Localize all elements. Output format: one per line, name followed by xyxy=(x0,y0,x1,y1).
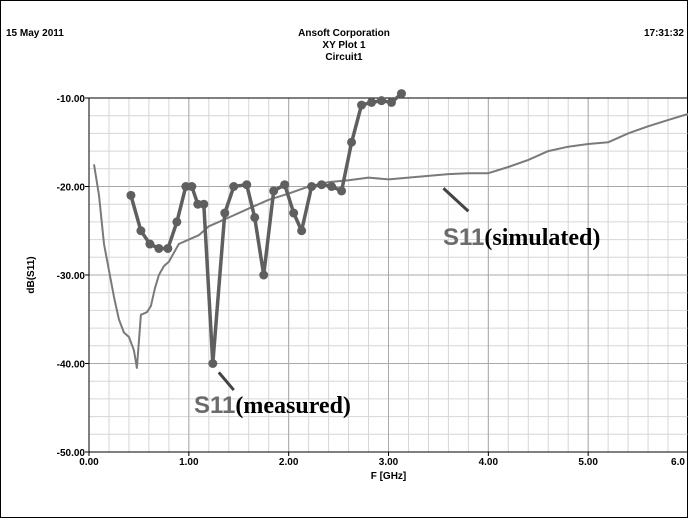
data-point-measured xyxy=(347,137,357,147)
y-tick-label: -10.00 xyxy=(57,94,86,105)
data-point-measured xyxy=(220,208,230,218)
x-tick-label: 4.00 xyxy=(479,457,499,468)
data-point-measured xyxy=(327,182,337,191)
data-point-measured xyxy=(396,89,406,99)
header-design: Circuit1 xyxy=(325,52,363,63)
data-point-measured xyxy=(229,182,239,191)
data-point-measured xyxy=(187,182,197,191)
y-tick-label: -30.00 xyxy=(57,271,86,282)
y-tick-label: -20.00 xyxy=(57,183,86,194)
header-time: 17:31:32 xyxy=(643,28,684,39)
x-tick-label: 3.00 xyxy=(379,457,399,468)
x-axis-label: F [GHz] xyxy=(371,471,407,482)
series-layer xyxy=(93,89,688,369)
data-point-measured xyxy=(199,199,209,209)
annotation-layer: S11(simulated)S11(measured) xyxy=(194,187,600,419)
data-point-measured xyxy=(145,239,155,249)
data-point-measured xyxy=(172,217,182,227)
annotation-symbol: S11 xyxy=(194,392,235,419)
data-point-measured xyxy=(297,226,307,236)
x-tick-label: 1.00 xyxy=(179,457,199,468)
data-point-measured xyxy=(307,182,317,191)
data-point-measured xyxy=(269,186,279,196)
annotation-leader-simulated xyxy=(442,187,470,213)
y-tick-label: -40.00 xyxy=(57,360,86,371)
data-point-measured xyxy=(208,359,218,368)
header-center: Ansoft Corporation XY Plot 1 Circuit1 xyxy=(0,28,688,64)
data-point-measured xyxy=(242,180,252,190)
annotation-leader-measured xyxy=(217,371,235,392)
x-axis: 0.00 1.00 2.00 3.00 4.00 5.00 6.0 xyxy=(79,452,688,468)
chart-title: XY Plot 1 xyxy=(322,40,366,51)
data-point-measured xyxy=(126,190,136,200)
x-tick-label: 2.00 xyxy=(279,457,299,468)
annotation-label-simulated: S11(simulated) xyxy=(443,224,600,251)
data-point-measured xyxy=(250,212,260,222)
y-tick-label: -50.00 xyxy=(57,448,86,459)
x-tick-label: 6.0 xyxy=(671,457,685,468)
series-line-measured xyxy=(129,92,403,366)
annotation-text: (simulated) xyxy=(484,225,600,251)
data-point-measured xyxy=(163,243,173,253)
data-point-measured xyxy=(259,270,269,280)
y-axis-label: dB(S11) xyxy=(26,256,37,293)
header-date: 15 May 2011 xyxy=(6,28,64,39)
y-axis: -10.00 -20.00 -30.00 -40.00 -50.00 xyxy=(57,94,89,459)
x-tick-label: 5.00 xyxy=(578,457,598,468)
annotation-label-measured: S11(measured) xyxy=(194,392,351,419)
x-tick-label: 0.00 xyxy=(79,457,99,468)
data-point-measured xyxy=(317,180,327,190)
data-point-measured xyxy=(386,97,396,107)
annotation-symbol: S11 xyxy=(443,224,484,251)
data-point-measured xyxy=(136,226,146,236)
data-point-measured xyxy=(280,180,290,190)
annotation-text: (measured) xyxy=(235,393,351,419)
data-point-measured xyxy=(377,96,387,106)
header-company: Ansoft Corporation xyxy=(298,28,390,39)
data-point-measured xyxy=(337,186,347,196)
data-point-measured xyxy=(289,208,299,218)
data-point-measured xyxy=(154,243,164,253)
data-point-measured xyxy=(357,100,367,110)
series-line-simulated xyxy=(93,112,688,369)
data-point-measured xyxy=(367,97,377,107)
